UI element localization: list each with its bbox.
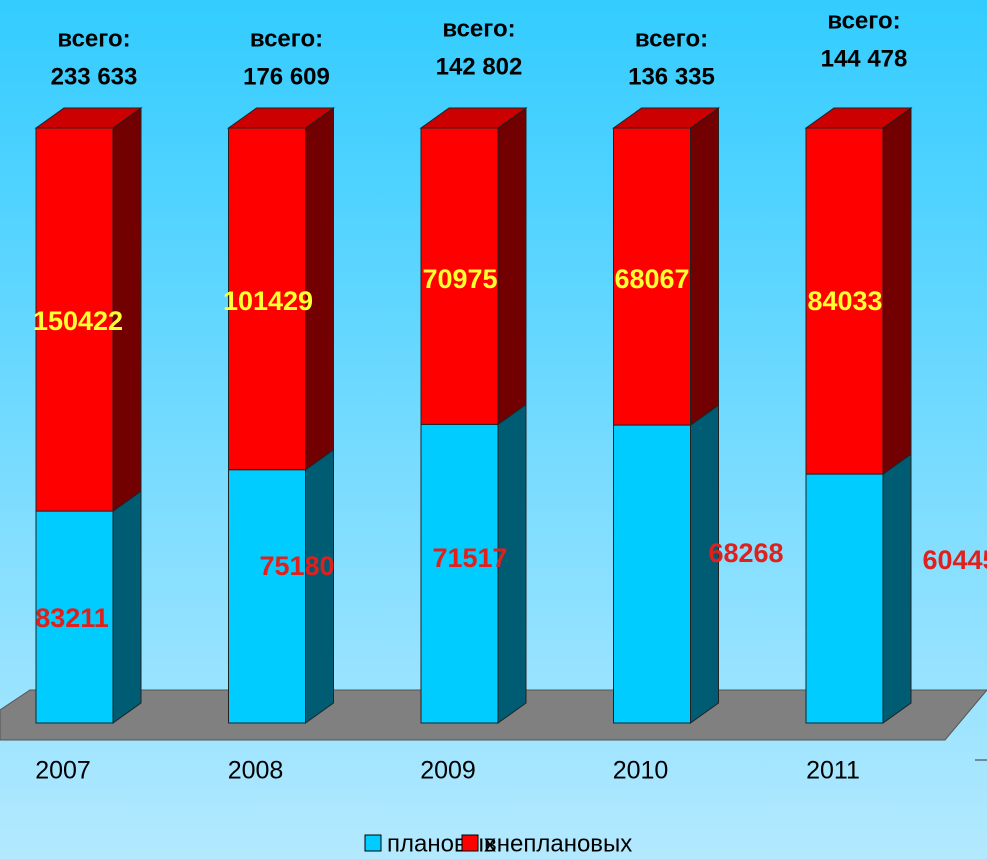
data-label: 75180 xyxy=(259,551,334,581)
data-label: 84033 xyxy=(807,286,882,316)
bar xyxy=(613,424,691,724)
total-label: 144 478 xyxy=(821,45,908,72)
bar xyxy=(613,127,691,426)
total-label: 176 609 xyxy=(243,63,330,90)
data-label: 60445 xyxy=(922,545,987,575)
x-tick-label: 2007 xyxy=(35,757,91,785)
bar xyxy=(35,510,114,724)
total-caption: всего: xyxy=(442,15,515,42)
bar-side xyxy=(882,107,912,476)
x-tick-label: 2011 xyxy=(806,757,860,785)
bar xyxy=(805,473,884,724)
bar-side xyxy=(882,453,912,724)
x-tick-label: 2009 xyxy=(420,757,476,785)
bar-side xyxy=(112,490,142,724)
data-label: 150422 xyxy=(33,306,123,336)
data-label: 101429 xyxy=(223,286,313,316)
total-label: 142 802 xyxy=(436,53,523,80)
bar-side xyxy=(497,107,527,426)
bar-top xyxy=(611,107,721,129)
total-caption: всего: xyxy=(57,25,130,52)
total-caption: всего: xyxy=(827,7,900,34)
data-label: 71517 xyxy=(432,543,507,573)
legend-swatch xyxy=(364,834,382,852)
legend-label: плановых xyxy=(387,830,496,857)
x-tick-label: 2008 xyxy=(228,757,284,785)
bar-top xyxy=(804,107,913,129)
data-label: 68067 xyxy=(614,264,689,294)
total-caption: всего: xyxy=(635,25,708,52)
bar-top xyxy=(34,107,143,129)
bar xyxy=(228,469,306,724)
x-tick-label: 2010 xyxy=(613,757,669,785)
bar-top xyxy=(226,107,336,129)
bar xyxy=(420,423,499,724)
legend-label: внеплановых xyxy=(484,830,632,857)
total-label: 136 335 xyxy=(628,63,715,90)
bar-side xyxy=(690,107,719,427)
bar xyxy=(805,127,884,475)
data-label: 68268 xyxy=(708,538,783,568)
total-label: 233 633 xyxy=(51,63,138,90)
bar xyxy=(420,127,499,425)
total-caption: всего: xyxy=(250,25,323,52)
legend-swatch xyxy=(461,834,479,852)
bar xyxy=(228,127,306,471)
data-label: 70975 xyxy=(422,264,497,294)
bar-top xyxy=(419,107,528,129)
bar-side xyxy=(305,448,334,724)
data-label: 83211 xyxy=(35,603,109,633)
